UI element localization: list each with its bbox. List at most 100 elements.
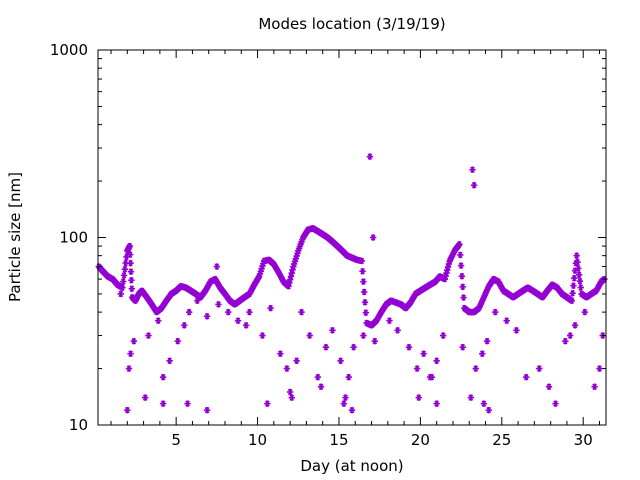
- y-tick-label: 10: [69, 416, 88, 434]
- data-point: [298, 308, 305, 316]
- data-point: [259, 332, 266, 339]
- data-point: [484, 284, 492, 292]
- data-point: [155, 317, 162, 324]
- data-point: [340, 400, 348, 407]
- data-point: [415, 394, 422, 401]
- x-tick-label: 25: [492, 431, 511, 449]
- data-point: [552, 400, 559, 407]
- data-point: [469, 166, 476, 173]
- data-point: [369, 234, 377, 241]
- data-point: [215, 301, 222, 308]
- data-point: [571, 322, 579, 329]
- data-point: [159, 400, 167, 407]
- data-point: [562, 337, 569, 345]
- data-point: [142, 394, 149, 401]
- data-point: [439, 332, 447, 339]
- data-point: [485, 406, 492, 414]
- data-point: [362, 309, 370, 316]
- data-marks: [95, 153, 608, 414]
- data-point: [413, 365, 421, 372]
- data-point: [359, 268, 366, 275]
- data-point: [433, 357, 440, 364]
- data-point: [267, 304, 274, 312]
- x-tick-label: 5: [171, 431, 181, 449]
- data-point: [366, 153, 374, 160]
- data-point: [184, 400, 191, 407]
- data-point: [120, 272, 128, 279]
- data-point: [246, 308, 253, 316]
- x-tick-label: 10: [248, 431, 267, 449]
- y-tick-label: 1000: [50, 41, 88, 59]
- data-point: [127, 350, 134, 357]
- data-point: [460, 294, 467, 301]
- data-point: [467, 394, 475, 401]
- data-point: [386, 317, 393, 324]
- data-point: [479, 350, 486, 357]
- data-point: [225, 308, 232, 316]
- data-point: [470, 182, 478, 189]
- data-point: [503, 317, 510, 324]
- y-axis-label: Particle size [nm]: [6, 172, 24, 302]
- data-point: [286, 388, 294, 396]
- data-point: [293, 357, 300, 364]
- data-point: [329, 327, 336, 334]
- data-point: [492, 308, 499, 316]
- data-point: [166, 357, 173, 364]
- data-point: [360, 332, 367, 339]
- data-point: [433, 400, 440, 407]
- data-point: [394, 327, 401, 334]
- x-axis: 5 10 15 20 25 30: [110, 50, 600, 449]
- data-point: [125, 365, 133, 372]
- data-point: [536, 365, 543, 372]
- data-point: [457, 262, 465, 269]
- data-point: [575, 271, 583, 279]
- data-point: [371, 337, 378, 345]
- data-point: [128, 277, 135, 284]
- data-point: [545, 383, 553, 390]
- data-point: [577, 284, 584, 291]
- data-point: [181, 322, 188, 329]
- data-point: [145, 332, 152, 339]
- x-tick-label: 30: [574, 431, 593, 449]
- data-point: [459, 283, 466, 291]
- data-point: [242, 322, 250, 329]
- data-point: [289, 266, 296, 274]
- data-point: [283, 365, 291, 372]
- data-point: [357, 257, 365, 264]
- data-point: [573, 252, 580, 259]
- data-point: [314, 373, 322, 381]
- data-point: [480, 400, 488, 407]
- data-point: [234, 317, 242, 324]
- data-point: [159, 373, 167, 381]
- data-point: [185, 308, 193, 316]
- data-point: [322, 343, 330, 351]
- data-point: [361, 288, 368, 296]
- data-point: [288, 394, 295, 401]
- data-point: [122, 259, 129, 267]
- data-point: [566, 332, 574, 339]
- data-point: [458, 273, 466, 280]
- data-point: [306, 332, 313, 339]
- data-point: [459, 343, 466, 351]
- data-point: [455, 242, 462, 249]
- data-point: [121, 266, 129, 273]
- data-point: [342, 394, 349, 401]
- data-point: [350, 343, 357, 351]
- data-point: [523, 373, 530, 381]
- data-point: [457, 251, 464, 259]
- data-point: [574, 258, 581, 266]
- data-point: [348, 406, 356, 414]
- data-point: [337, 357, 344, 364]
- data-point: [426, 373, 434, 381]
- data-point: [264, 400, 271, 407]
- data-point: [124, 406, 131, 414]
- y-axis: 10 100 1000: [50, 41, 606, 434]
- data-point: [581, 308, 589, 316]
- data-point: [571, 275, 578, 282]
- data-point: [203, 406, 211, 414]
- data-point: [570, 282, 577, 289]
- data-point: [277, 350, 284, 357]
- data-point: [117, 290, 124, 298]
- data-point: [317, 383, 325, 390]
